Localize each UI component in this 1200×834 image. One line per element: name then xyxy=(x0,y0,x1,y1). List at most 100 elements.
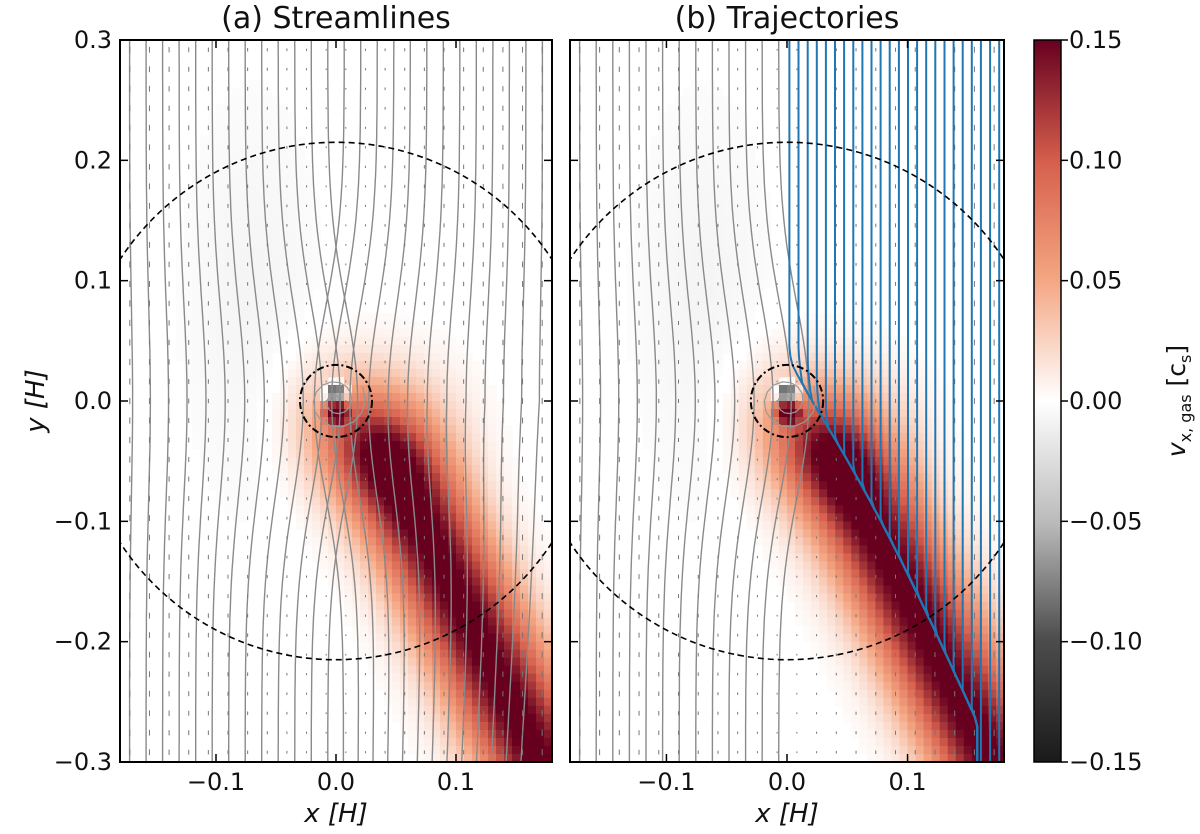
heatmap-cell xyxy=(827,609,836,619)
heatmap-cell xyxy=(658,280,668,290)
heatmap-cell xyxy=(376,641,385,651)
heatmap-cell xyxy=(456,545,465,555)
heatmap-cell xyxy=(424,729,433,739)
heatmap-cell xyxy=(754,272,764,282)
heatmap-cell xyxy=(416,577,425,587)
heatmap-cell xyxy=(907,473,917,482)
heatmap-cell xyxy=(528,505,537,514)
heatmap-cell xyxy=(851,601,860,611)
heatmap-cell xyxy=(248,192,257,202)
heatmap-cell xyxy=(400,392,409,402)
heatmap-cell xyxy=(224,489,233,498)
heatmap-cell xyxy=(296,521,305,530)
heatmap-cell xyxy=(819,569,828,579)
heatmap-cell xyxy=(216,272,225,282)
heatmap-cell xyxy=(200,256,209,266)
heatmap-cell xyxy=(336,513,345,522)
heatmap-cell xyxy=(979,689,989,699)
heatmap-cell xyxy=(682,304,692,314)
panel-a-ylabel-text: y [H] xyxy=(21,369,51,434)
heatmap-cell xyxy=(658,192,668,202)
y-tick-label: 0.1 xyxy=(74,267,112,295)
heatmap-cell xyxy=(931,665,941,675)
heatmap-cell xyxy=(496,481,505,490)
heatmap-cell xyxy=(666,320,676,330)
heatmap-cell xyxy=(947,489,957,498)
heatmap-cell xyxy=(504,537,513,546)
heatmap-cell xyxy=(408,681,417,691)
heatmap-cell xyxy=(200,224,209,234)
heatmap-cell xyxy=(738,312,748,322)
heatmap-cell xyxy=(915,473,925,482)
heatmap-cell xyxy=(288,256,297,266)
heatmap-cell xyxy=(392,705,401,715)
heatmap-cell xyxy=(923,617,933,627)
heatmap-cell xyxy=(424,529,433,538)
heatmap-cell xyxy=(344,368,353,378)
heatmap-cell xyxy=(208,208,217,218)
heatmap-cell xyxy=(698,208,708,218)
heatmap-cell xyxy=(456,529,465,538)
heatmap-cell xyxy=(907,593,917,603)
heatmap-cell xyxy=(811,641,820,651)
heatmap-cell xyxy=(762,232,772,242)
heatmap-cell xyxy=(432,344,441,354)
heatmap-cell xyxy=(256,360,265,370)
heatmap-cell xyxy=(883,705,893,715)
heatmap-cell xyxy=(496,577,505,587)
heatmap-cell xyxy=(634,248,643,258)
heatmap-cell xyxy=(416,336,425,346)
heatmap-cell xyxy=(859,344,868,354)
heatmap-cell xyxy=(544,617,552,627)
heatmap-cell xyxy=(803,545,812,555)
heatmap-cell xyxy=(947,441,957,450)
heatmap-cell xyxy=(827,545,836,555)
heatmap-cell xyxy=(722,433,732,442)
heatmap-cell xyxy=(706,216,716,226)
heatmap-cell xyxy=(248,489,257,498)
heatmap-cell xyxy=(714,216,724,226)
x-tick-label: −0.1 xyxy=(187,768,245,796)
heatmap-cell xyxy=(208,473,217,482)
heatmap-cell xyxy=(706,312,716,322)
heatmap-cell xyxy=(819,513,828,522)
heatmap-cell xyxy=(456,681,465,691)
heatmap-cell xyxy=(336,368,345,378)
heatmap-cell xyxy=(200,304,209,314)
heatmap-cell xyxy=(248,224,257,234)
heatmap-cell xyxy=(859,425,868,434)
heatmap-cell xyxy=(296,288,305,298)
heatmap-cell xyxy=(907,441,917,450)
heatmap-cell xyxy=(875,721,885,731)
heatmap-cell xyxy=(432,593,441,603)
heatmap-cell xyxy=(256,168,265,177)
heatmap-cell xyxy=(232,120,241,129)
heatmap-cell xyxy=(883,384,893,394)
heatmap-cell xyxy=(376,344,385,354)
heatmap-cell xyxy=(528,617,537,627)
heatmap-cell xyxy=(256,152,265,161)
heatmap-cell xyxy=(304,529,313,538)
heatmap-cell xyxy=(544,641,552,651)
heatmap-cell xyxy=(674,465,684,474)
heatmap-cell xyxy=(931,681,941,691)
heatmap-cell xyxy=(730,368,740,378)
heatmap-cell xyxy=(408,569,417,579)
heatmap-cell xyxy=(891,737,901,747)
heatmap-cell xyxy=(979,593,989,603)
heatmap-cell xyxy=(504,433,513,442)
heatmap-cell xyxy=(512,713,521,723)
heatmap-cell xyxy=(488,465,497,474)
heatmap-cell xyxy=(464,673,473,683)
heatmap-cell xyxy=(738,216,748,226)
heatmap-cell xyxy=(280,473,289,482)
heatmap-cell xyxy=(240,80,249,89)
heatmap-cell xyxy=(464,545,473,555)
heatmap-cell xyxy=(472,513,481,522)
heatmap-cell xyxy=(384,553,393,563)
heatmap-cell xyxy=(875,689,885,699)
heatmap-cell xyxy=(320,368,329,378)
heatmap-cell xyxy=(754,409,764,418)
heatmap-cell xyxy=(288,425,297,434)
heatmap-cell xyxy=(344,409,353,418)
